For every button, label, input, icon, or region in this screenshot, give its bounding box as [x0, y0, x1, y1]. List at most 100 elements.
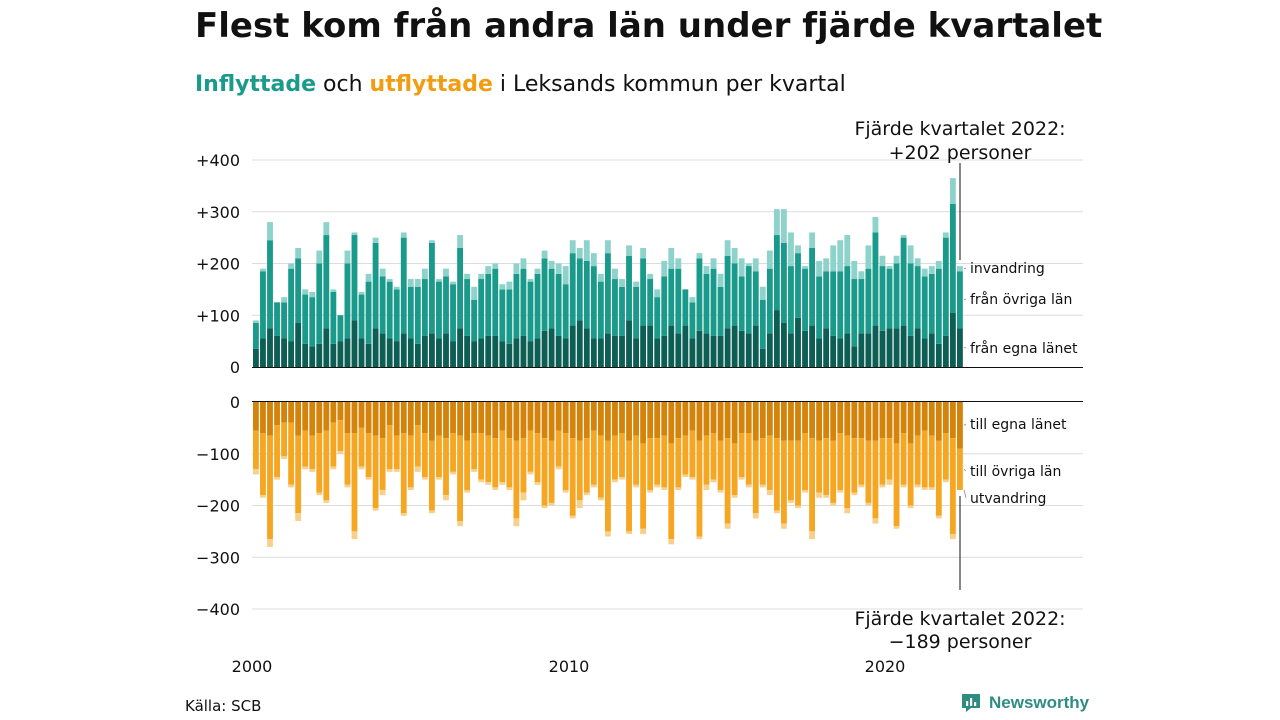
bar-out-1	[675, 438, 682, 488]
bar-in-0	[668, 325, 675, 367]
bar-out-0	[738, 402, 745, 434]
bar-in-1	[928, 273, 935, 334]
bar-out-1	[583, 438, 590, 493]
bar-in-1	[443, 276, 449, 334]
bar-in-2	[921, 268, 928, 277]
bar-in-1	[935, 268, 942, 344]
bar-in-0	[752, 325, 759, 367]
bar-in-0	[773, 310, 780, 367]
bar-out-1	[302, 430, 309, 467]
bar-in-2	[605, 240, 611, 254]
bar-out-1	[471, 433, 478, 470]
bar-in-2	[344, 250, 351, 264]
bar-out-1	[738, 433, 745, 478]
bar-out-0	[253, 402, 259, 431]
bar-in-2	[872, 216, 879, 233]
bar-out-0	[766, 402, 773, 436]
y-tick-bottom: −300	[196, 548, 240, 567]
bar-out-1	[872, 440, 879, 519]
bar-in-2	[844, 235, 851, 267]
bar-out-2	[351, 531, 358, 540]
bar-out-2	[886, 479, 893, 485]
bar-out-0	[879, 402, 886, 439]
bar-in-1	[731, 263, 738, 326]
bar-out-2	[520, 492, 527, 501]
bar-out-2	[879, 484, 886, 488]
bar-out-0	[471, 402, 478, 434]
bar-out-0	[619, 402, 625, 434]
bar-out-2	[309, 469, 316, 472]
bar-out-1	[506, 438, 513, 488]
bar-out-1	[661, 435, 668, 488]
bar-out-0	[436, 402, 442, 436]
bar-out-0	[478, 402, 485, 434]
bar-out-2	[731, 495, 738, 498]
bar-in-2	[330, 289, 337, 292]
bar-out-0	[816, 402, 823, 441]
grid-lines	[252, 159, 1083, 610]
bar-in-0	[900, 325, 907, 367]
bar-in-1	[274, 302, 280, 336]
bar-in-0	[928, 333, 935, 367]
brand-logo[interactable]: Newsworthy	[960, 692, 1089, 714]
bar-out-1	[414, 425, 421, 467]
bar-out-0	[499, 402, 506, 431]
bar-out-2	[823, 495, 830, 498]
bar-out-0	[858, 402, 865, 439]
bar-out-2	[795, 505, 801, 509]
bar-out-2	[710, 479, 717, 483]
bar-in-1	[358, 294, 365, 339]
bar-in-1	[436, 281, 442, 339]
bar-out-0	[654, 402, 661, 439]
bar-out-1	[773, 438, 780, 511]
bar-in-2	[499, 284, 506, 290]
bar-in-1	[893, 263, 900, 329]
bar-out-2	[393, 469, 400, 472]
bar-out-0	[921, 402, 928, 431]
bar-out-2	[576, 500, 583, 509]
bar-in-2	[837, 240, 844, 272]
bar-in-0	[879, 330, 886, 367]
bar-out-0	[724, 402, 731, 439]
bar-out-2	[569, 515, 576, 519]
bar-out-2	[316, 492, 323, 496]
bar-out-2	[773, 510, 780, 514]
bar-in-0	[703, 333, 710, 367]
bar-out-1	[605, 440, 611, 532]
bar-out-2	[260, 495, 266, 498]
bar-out-1	[330, 422, 337, 467]
bar-out-2	[295, 513, 302, 522]
bar-in-0	[358, 338, 365, 367]
bar-out-2	[851, 492, 858, 496]
bar-out-1	[590, 430, 597, 485]
bar-in-2	[562, 266, 569, 285]
bar-out-1	[267, 435, 273, 540]
bar-out-2	[752, 513, 759, 519]
bar-in-2	[647, 273, 654, 280]
bar-out-0	[612, 402, 618, 436]
bar-out-2	[766, 489, 773, 496]
bar-out-0	[379, 402, 386, 439]
bar-out-1	[696, 440, 703, 537]
bar-out-0	[865, 402, 872, 441]
bar-out-2	[436, 477, 442, 480]
bar-out-0	[935, 402, 942, 441]
bar-in-2	[816, 260, 823, 277]
bar-in-2	[316, 250, 323, 264]
bar-in-1	[675, 268, 682, 334]
bar-out-0	[274, 402, 280, 426]
bar-out-0	[429, 402, 435, 441]
bar-out-1	[443, 438, 449, 496]
bar-out-2	[541, 505, 548, 509]
bar-out-0	[513, 402, 520, 441]
bar-out-2	[612, 479, 618, 483]
bar-in-2	[914, 258, 921, 267]
bar-in-2	[689, 297, 696, 303]
bar-in-2	[506, 281, 513, 290]
bar-out-1	[654, 438, 661, 485]
bar-in-2	[738, 258, 745, 277]
bar-in-2	[858, 271, 865, 280]
bar-in-1	[309, 297, 316, 347]
bar-in-1	[858, 279, 865, 334]
bar-in-0	[802, 330, 808, 367]
